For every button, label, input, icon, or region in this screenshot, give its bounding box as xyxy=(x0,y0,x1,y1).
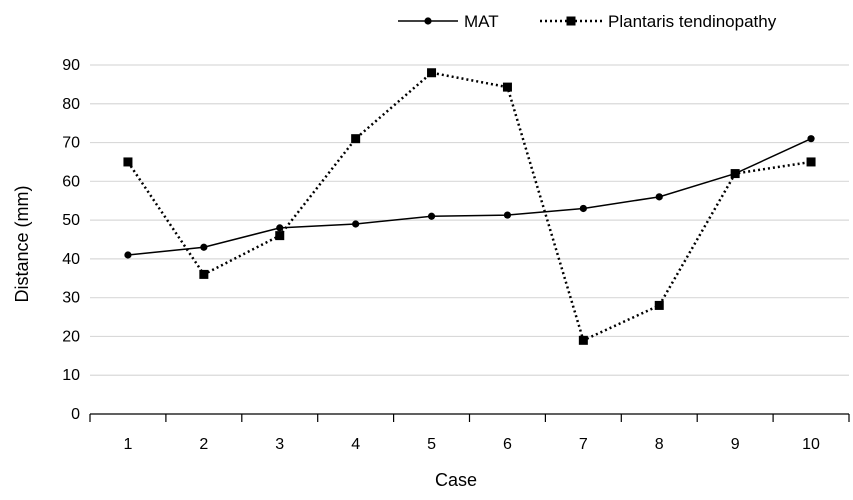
data-point xyxy=(579,204,587,213)
gridlines xyxy=(90,64,849,376)
x-tick-label: 3 xyxy=(275,436,284,453)
data-point xyxy=(123,157,133,167)
data-point xyxy=(199,269,209,279)
data-point xyxy=(124,251,132,259)
legend: MAT Plantaris tendinopathy xyxy=(398,12,777,31)
x-tick-label: 6 xyxy=(503,436,512,453)
y-tick-label: 90 xyxy=(62,57,80,74)
x-tick-label: 5 xyxy=(427,436,436,453)
data-point xyxy=(275,231,285,241)
y-tick-label: 40 xyxy=(62,251,80,268)
data-point xyxy=(806,157,816,167)
data-point xyxy=(730,169,740,179)
data-point xyxy=(427,68,437,78)
series-layer xyxy=(123,68,816,345)
y-tick-label: 80 xyxy=(62,96,80,113)
legend-marker xyxy=(424,17,432,25)
y-tick-label: 0 xyxy=(71,406,80,423)
x-axis-title: Case xyxy=(435,470,477,490)
y-axis-title: Distance (mm) xyxy=(12,185,32,302)
x-tick-label: 9 xyxy=(731,436,740,453)
data-point xyxy=(578,335,588,345)
data-point xyxy=(654,300,664,310)
x-tick-label: 7 xyxy=(579,436,588,453)
data-point xyxy=(427,212,436,220)
data-point xyxy=(276,224,284,232)
x-tick-label: 8 xyxy=(655,436,664,453)
data-point xyxy=(352,220,360,228)
legend-label: Plantaris tendinopathy xyxy=(608,12,777,31)
x-tick-label: 10 xyxy=(802,436,820,453)
data-point xyxy=(351,134,361,144)
x-tick-label: 4 xyxy=(351,436,360,453)
y-tick-label: 70 xyxy=(62,135,80,152)
y-tick-label: 60 xyxy=(62,173,80,190)
data-point xyxy=(200,243,208,251)
series-line-0 xyxy=(127,137,812,256)
data-point xyxy=(503,211,512,219)
y-tick-label: 50 xyxy=(62,212,80,229)
data-point xyxy=(502,82,512,92)
axes: 0 10 20 30 40 50 60 70 80 90 1 2 3 4 5 6 7 8 9 10 xyxy=(62,57,850,453)
legend-label: MAT xyxy=(464,12,499,31)
series-line-1 xyxy=(126,71,812,343)
x-tick-label: 2 xyxy=(199,436,208,453)
legend-marker xyxy=(566,16,576,26)
y-tick-label: 10 xyxy=(62,367,80,384)
y-tick-label: 30 xyxy=(62,290,80,307)
y-tick-label: 20 xyxy=(62,328,80,345)
data-point xyxy=(655,193,663,201)
data-point xyxy=(807,135,815,143)
x-tick-label: 1 xyxy=(123,436,132,453)
